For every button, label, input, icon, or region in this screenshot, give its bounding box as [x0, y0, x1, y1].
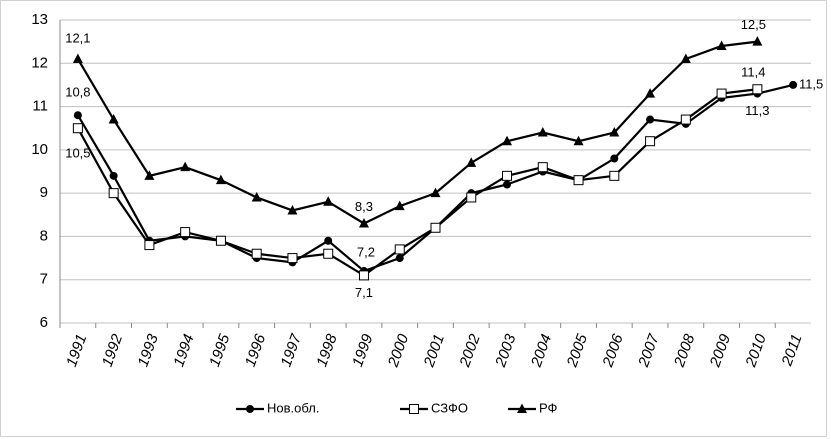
- data-point: [394, 200, 405, 211]
- data-point: [108, 114, 119, 124]
- series-line: [76, 40, 758, 225]
- data-point: [430, 187, 441, 198]
- data-label: 10,8: [65, 85, 90, 100]
- data-label: 7,1: [355, 285, 373, 300]
- data-point: [358, 270, 369, 281]
- y-tick-label: 9: [40, 184, 48, 201]
- data-point: [646, 115, 655, 124]
- legend-marker: [517, 403, 527, 413]
- data-point: [680, 114, 691, 125]
- y-tick-label: 12: [31, 54, 48, 71]
- y-tick-label: 11: [32, 98, 48, 115]
- data-point: [752, 36, 763, 46]
- data-point: [108, 188, 119, 199]
- data-point: [716, 88, 727, 99]
- data-point: [537, 162, 548, 173]
- data-point: [144, 170, 155, 180]
- data-point: [323, 196, 334, 206]
- data-point: [680, 53, 691, 63]
- data-point: [394, 244, 405, 255]
- data-point: [72, 123, 83, 134]
- data-point: [716, 40, 727, 50]
- data-point: [573, 135, 584, 146]
- legend-label: РФ: [539, 400, 558, 415]
- data-point: [395, 254, 404, 263]
- data-point: [358, 217, 369, 228]
- data-label: 12,1: [65, 30, 90, 45]
- data-point: [251, 248, 262, 259]
- y-tick-label: 7: [40, 271, 48, 288]
- data-point: [503, 180, 512, 189]
- data-point: [215, 174, 226, 185]
- legend-marker: [246, 405, 254, 413]
- data-point: [72, 53, 83, 63]
- data-label: 11,3: [745, 103, 769, 118]
- data-point: [144, 240, 155, 251]
- data-label: 10,5: [65, 146, 90, 161]
- data-label: 11,5: [799, 76, 823, 91]
- data-point: [466, 192, 477, 203]
- data-point: [609, 127, 620, 137]
- data-point: [180, 161, 191, 172]
- data-label: 7,2: [357, 244, 375, 259]
- data-point: [180, 227, 191, 238]
- data-point: [287, 253, 298, 264]
- data-point: [466, 157, 477, 167]
- data-point: [324, 236, 333, 245]
- y-tick-label: 8: [40, 227, 48, 244]
- legend-marker: [409, 404, 419, 414]
- data-point: [502, 170, 513, 181]
- legend-label: Нов.обл.: [267, 400, 319, 415]
- legend-label: СЗФО: [431, 400, 468, 415]
- data-point: [752, 84, 763, 95]
- data-point: [645, 88, 656, 98]
- data-point: [109, 171, 118, 180]
- data-label: 12,5: [741, 17, 766, 32]
- y-tick-label: 10: [31, 141, 48, 158]
- data-label: 11,4: [741, 65, 765, 80]
- data-point: [573, 175, 584, 186]
- data-point: [251, 191, 262, 202]
- y-tick-label: 13: [31, 11, 48, 28]
- data-point: [73, 111, 82, 120]
- data-point: [502, 135, 513, 146]
- data-point: [537, 127, 548, 137]
- data-point: [610, 154, 619, 163]
- data-point: [215, 235, 226, 246]
- data-point: [430, 222, 441, 233]
- data-point: [287, 204, 298, 215]
- y-tick-label: 6: [40, 314, 48, 331]
- data-point: [789, 80, 798, 89]
- data-point: [609, 170, 620, 181]
- data-label: 8,3: [355, 199, 373, 214]
- data-point: [323, 248, 334, 259]
- series-line: [76, 88, 758, 277]
- data-point: [645, 136, 656, 147]
